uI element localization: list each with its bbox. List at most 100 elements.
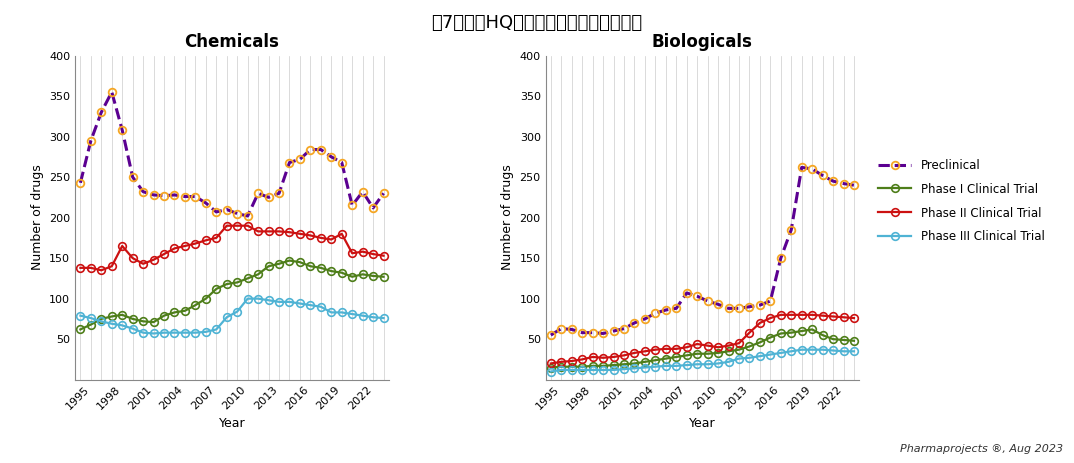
Phase III Clinical Trial — [670, 363, 683, 369]
Phase III Clinical Trial — [607, 367, 620, 373]
Phase I Clinical Trial — [304, 263, 317, 269]
Phase II Clinical Trial — [366, 251, 379, 257]
Phase II Clinical Trial — [315, 235, 328, 241]
Preclinical — [357, 189, 369, 194]
Phase III Clinical Trial — [764, 352, 777, 357]
Phase III Clinical Trial — [722, 359, 735, 365]
Phase III Clinical Trial — [586, 367, 599, 373]
Phase III Clinical Trial — [178, 330, 191, 335]
Phase III Clinical Trial — [335, 310, 348, 315]
Phase III Clinical Trial — [262, 297, 275, 303]
Phase I Clinical Trial — [847, 338, 860, 344]
Phase I Clinical Trial — [273, 261, 286, 267]
Phase III Clinical Trial — [680, 362, 693, 368]
Line: Phase III Clinical Trial: Phase III Clinical Trial — [547, 346, 858, 375]
Phase I Clinical Trial — [806, 327, 818, 332]
Phase II Clinical Trial — [847, 315, 860, 321]
Phase I Clinical Trial — [200, 296, 213, 301]
Line: Phase II Clinical Trial: Phase II Clinical Trial — [76, 222, 388, 274]
Preclinical — [785, 227, 798, 232]
Phase III Clinical Trial — [816, 347, 829, 352]
Phase III Clinical Trial — [795, 347, 808, 352]
Phase II Clinical Trial — [220, 223, 233, 228]
Line: Phase II Clinical Trial: Phase II Clinical Trial — [547, 311, 858, 367]
Phase I Clinical Trial — [774, 331, 787, 336]
Phase II Clinical Trial — [346, 250, 359, 256]
Phase II Clinical Trial — [618, 353, 630, 358]
Preclinical — [659, 307, 672, 313]
Preclinical — [189, 194, 202, 199]
Phase II Clinical Trial — [304, 232, 317, 238]
Phase III Clinical Trial — [649, 364, 662, 369]
Preclinical — [178, 194, 191, 199]
Phase I Clinical Trial — [701, 351, 714, 357]
Phase II Clinical Trial — [806, 312, 818, 318]
Phase II Clinical Trial — [284, 230, 296, 235]
Phase I Clinical Trial — [357, 271, 369, 277]
Phase III Clinical Trial — [346, 311, 359, 317]
Preclinical — [806, 166, 818, 172]
Phase II Clinical Trial — [357, 249, 369, 254]
Phase I Clinical Trial — [220, 281, 233, 287]
Phase II Clinical Trial — [628, 350, 641, 356]
Phase III Clinical Trial — [366, 314, 379, 320]
Phase III Clinical Trial — [785, 349, 798, 354]
Preclinical — [701, 298, 714, 304]
Line: Preclinical: Preclinical — [547, 163, 858, 339]
Phase I Clinical Trial — [242, 275, 255, 281]
Phase III Clinical Trial — [638, 365, 651, 370]
Phase I Clinical Trial — [618, 362, 630, 367]
Text: 図7　日本HQカンパニー研究開発品目数: 図7 日本HQカンパニー研究開発品目数 — [432, 14, 642, 32]
Phase I Clinical Trial — [85, 322, 98, 327]
Preclinical — [95, 109, 107, 115]
Phase III Clinical Trial — [105, 321, 118, 326]
Phase I Clinical Trial — [262, 263, 275, 269]
Preclinical — [209, 209, 222, 215]
Phase III Clinical Trial — [315, 304, 328, 309]
Phase I Clinical Trial — [712, 350, 725, 356]
Preclinical — [618, 326, 630, 332]
Phase I Clinical Trial — [158, 313, 171, 319]
Phase III Clinical Trial — [754, 353, 767, 359]
Preclinical — [638, 316, 651, 322]
Phase I Clinical Trial — [785, 330, 798, 335]
Phase II Clinical Trial — [827, 314, 840, 319]
Preclinical — [649, 310, 662, 316]
Phase II Clinical Trial — [335, 231, 348, 237]
Phase II Clinical Trial — [189, 241, 202, 246]
Phase I Clinical Trial — [209, 286, 222, 292]
Preclinical — [366, 205, 379, 211]
Phase III Clinical Trial — [837, 349, 850, 354]
Phase III Clinical Trial — [74, 313, 87, 319]
Phase II Clinical Trial — [659, 346, 672, 352]
Phase II Clinical Trial — [231, 223, 244, 228]
Line: Preclinical: Preclinical — [76, 88, 388, 220]
Phase III Clinical Trial — [774, 350, 787, 356]
Phase I Clinical Trial — [754, 340, 767, 345]
Preclinical — [743, 304, 756, 309]
Phase III Clinical Trial — [209, 327, 222, 332]
Phase II Clinical Trial — [764, 315, 777, 321]
Phase II Clinical Trial — [597, 355, 610, 361]
Text: Pharmaprojects ®, Aug 2023: Pharmaprojects ®, Aug 2023 — [900, 444, 1063, 454]
Phase I Clinical Trial — [586, 363, 599, 369]
Preclinical — [816, 173, 829, 178]
Phase III Clinical Trial — [555, 367, 568, 373]
Phase I Clinical Trial — [565, 364, 578, 369]
Phase II Clinical Trial — [649, 347, 662, 352]
Preclinical — [691, 294, 703, 299]
Phase I Clinical Trial — [105, 314, 118, 319]
Preclinical — [628, 320, 641, 326]
Phase I Clinical Trial — [231, 280, 244, 285]
Phase II Clinical Trial — [262, 229, 275, 234]
Phase I Clinical Trial — [293, 259, 306, 265]
Preclinical — [251, 191, 264, 196]
Preclinical — [680, 290, 693, 296]
Preclinical — [555, 326, 568, 332]
Phase I Clinical Trial — [74, 327, 87, 332]
Phase II Clinical Trial — [680, 344, 693, 350]
Preclinical — [847, 182, 860, 188]
Phase III Clinical Trial — [242, 296, 255, 301]
Preclinical — [712, 301, 725, 307]
Phase III Clinical Trial — [304, 302, 317, 308]
